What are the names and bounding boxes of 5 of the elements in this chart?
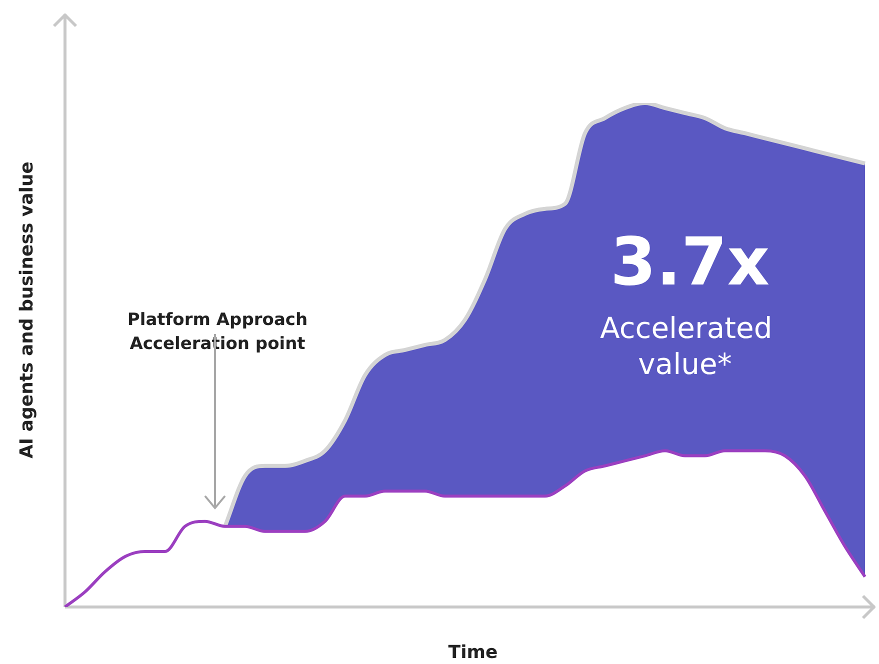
annotation: Accelerated value* xyxy=(600,310,772,382)
annotation: Platform Approach Acceleration point xyxy=(126,309,309,356)
y-axis-title: AI agents and business value xyxy=(16,161,38,459)
x-axis-title: Time xyxy=(448,642,498,663)
annotation: 3.7x xyxy=(610,224,770,300)
